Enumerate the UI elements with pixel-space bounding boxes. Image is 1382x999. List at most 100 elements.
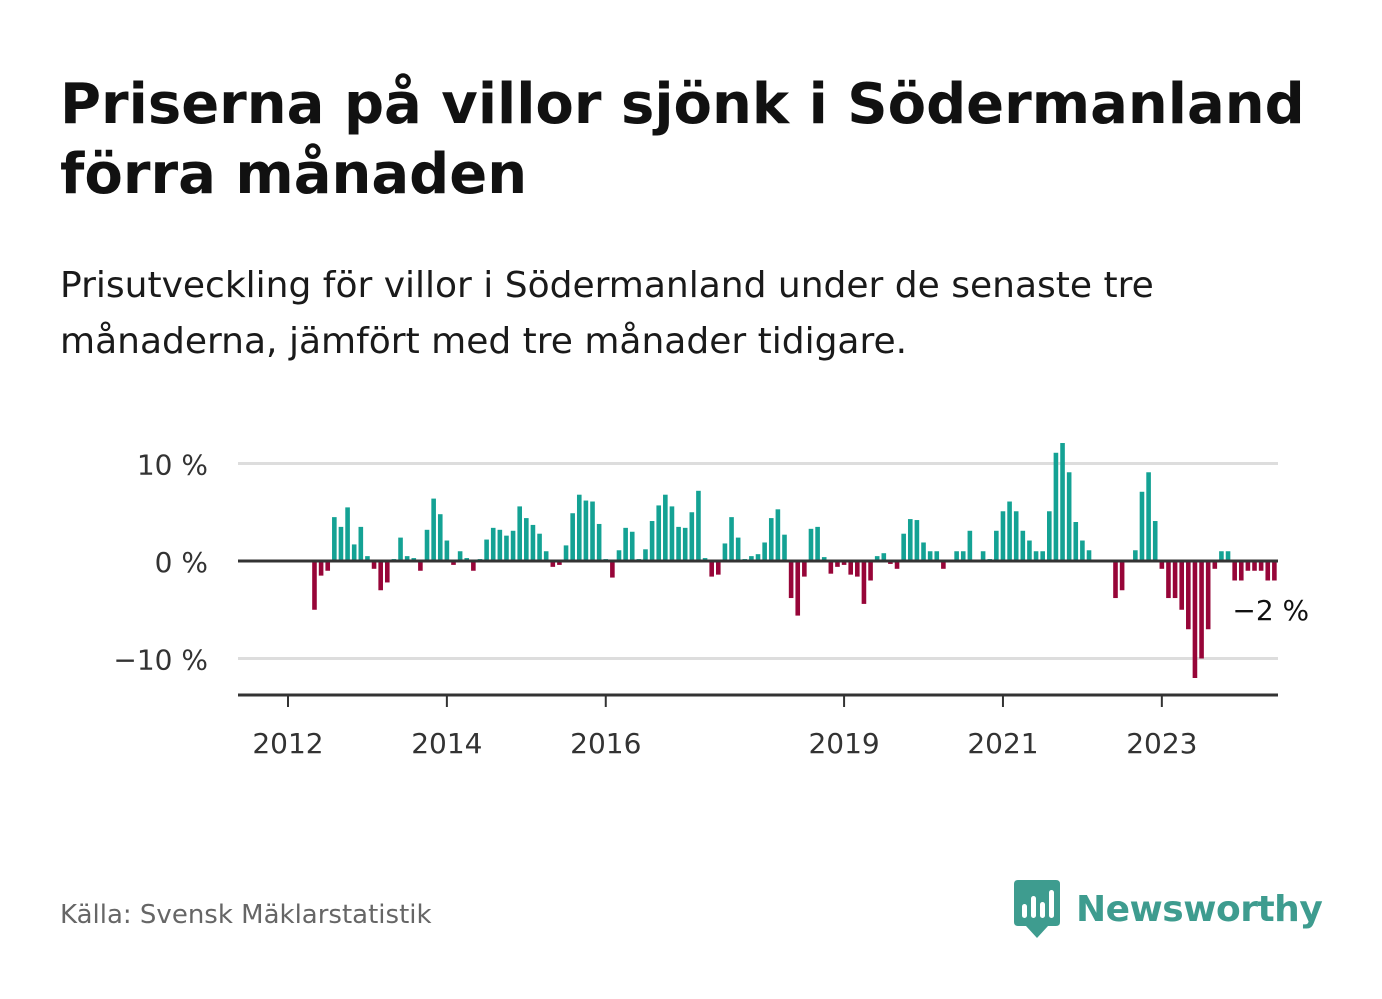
bar (709, 561, 714, 577)
x-tick-label: 2019 (808, 727, 879, 760)
bar (762, 542, 767, 561)
x-tick-label: 2016 (570, 727, 641, 760)
bars (312, 443, 1277, 678)
bar (557, 561, 562, 565)
bar (835, 561, 840, 567)
bar (749, 556, 754, 562)
bar (907, 519, 913, 561)
brand-name: Newsworthy (1076, 888, 1323, 930)
bar (318, 561, 324, 576)
bar (1232, 561, 1237, 581)
bar (1119, 561, 1125, 591)
bar (471, 561, 476, 571)
bar (1047, 511, 1052, 561)
bar (1219, 551, 1224, 561)
bar (371, 561, 377, 569)
bar (643, 549, 648, 561)
bar (788, 561, 794, 599)
bar (457, 551, 463, 561)
bar (735, 537, 741, 561)
bar (338, 526, 344, 562)
bar (1192, 561, 1198, 678)
bar (901, 533, 906, 561)
bar (729, 517, 734, 562)
bar (358, 526, 364, 562)
bar (722, 543, 728, 561)
bar (490, 527, 496, 561)
bar (815, 526, 820, 562)
bar (1225, 551, 1231, 561)
bar (808, 528, 814, 561)
bar (424, 529, 430, 561)
bar (1113, 561, 1118, 599)
bar (1033, 551, 1039, 561)
bar (868, 561, 873, 581)
bar (1272, 561, 1277, 581)
gridlines (238, 462, 1278, 660)
bar (768, 518, 774, 561)
latest-value-label: −2 % (1232, 594, 1309, 627)
bar (385, 561, 390, 583)
y-tick-label: −10 % (113, 644, 208, 677)
bar (570, 513, 575, 562)
bar (861, 561, 867, 604)
bar (663, 494, 668, 561)
bar (1040, 551, 1045, 561)
bar (881, 553, 887, 561)
bar (1073, 522, 1079, 561)
bar (537, 533, 542, 561)
bar (398, 537, 403, 561)
x-tick-label: 2014 (411, 727, 482, 760)
chart-title: Priserna på villor sjönk i Södermanland … (60, 72, 1305, 207)
bar (848, 561, 853, 575)
bar (1252, 561, 1257, 571)
bar (351, 544, 357, 561)
bar (1258, 561, 1264, 571)
bar (821, 557, 827, 561)
bar (716, 561, 721, 575)
bar (616, 550, 622, 561)
bar (874, 556, 880, 562)
bar (1179, 561, 1184, 610)
bar (610, 561, 615, 578)
source-note: Källa: Svensk Mäklarstatistik (60, 900, 432, 930)
x-axis: 2012 2014 2016 2019 2021 2023 (238, 693, 1278, 760)
newsworthy-logo[interactable]: Newsworthy (1012, 878, 1323, 940)
newsworthy-logo-icon (1014, 880, 1060, 938)
x-tick-label: 2023 (1126, 727, 1197, 760)
bar (1205, 561, 1211, 630)
bar (696, 490, 701, 561)
bar (934, 551, 940, 561)
bar (927, 551, 933, 561)
bar (1199, 561, 1204, 659)
bar (1152, 521, 1158, 561)
bar (629, 531, 635, 561)
bar (1066, 472, 1072, 561)
bar (530, 524, 536, 561)
bar (649, 521, 655, 561)
bar (841, 561, 847, 565)
x-tick-label: 2012 (252, 727, 323, 760)
bar (444, 540, 450, 561)
bar (682, 527, 688, 561)
bar (894, 561, 900, 569)
bar (451, 561, 456, 565)
bar (802, 561, 807, 577)
bar (676, 526, 681, 562)
bar (418, 561, 423, 571)
bar (543, 551, 549, 561)
bar (365, 556, 370, 562)
bar (1053, 452, 1059, 561)
y-tick-label: 0 % (155, 546, 208, 579)
bar (1172, 561, 1178, 599)
bar (404, 556, 410, 562)
bar (1133, 550, 1138, 561)
bar (517, 506, 522, 561)
bar (1007, 501, 1012, 561)
bar (431, 498, 436, 561)
bar (596, 523, 602, 561)
bar (378, 561, 383, 591)
bar (583, 500, 589, 561)
bar (623, 527, 628, 561)
